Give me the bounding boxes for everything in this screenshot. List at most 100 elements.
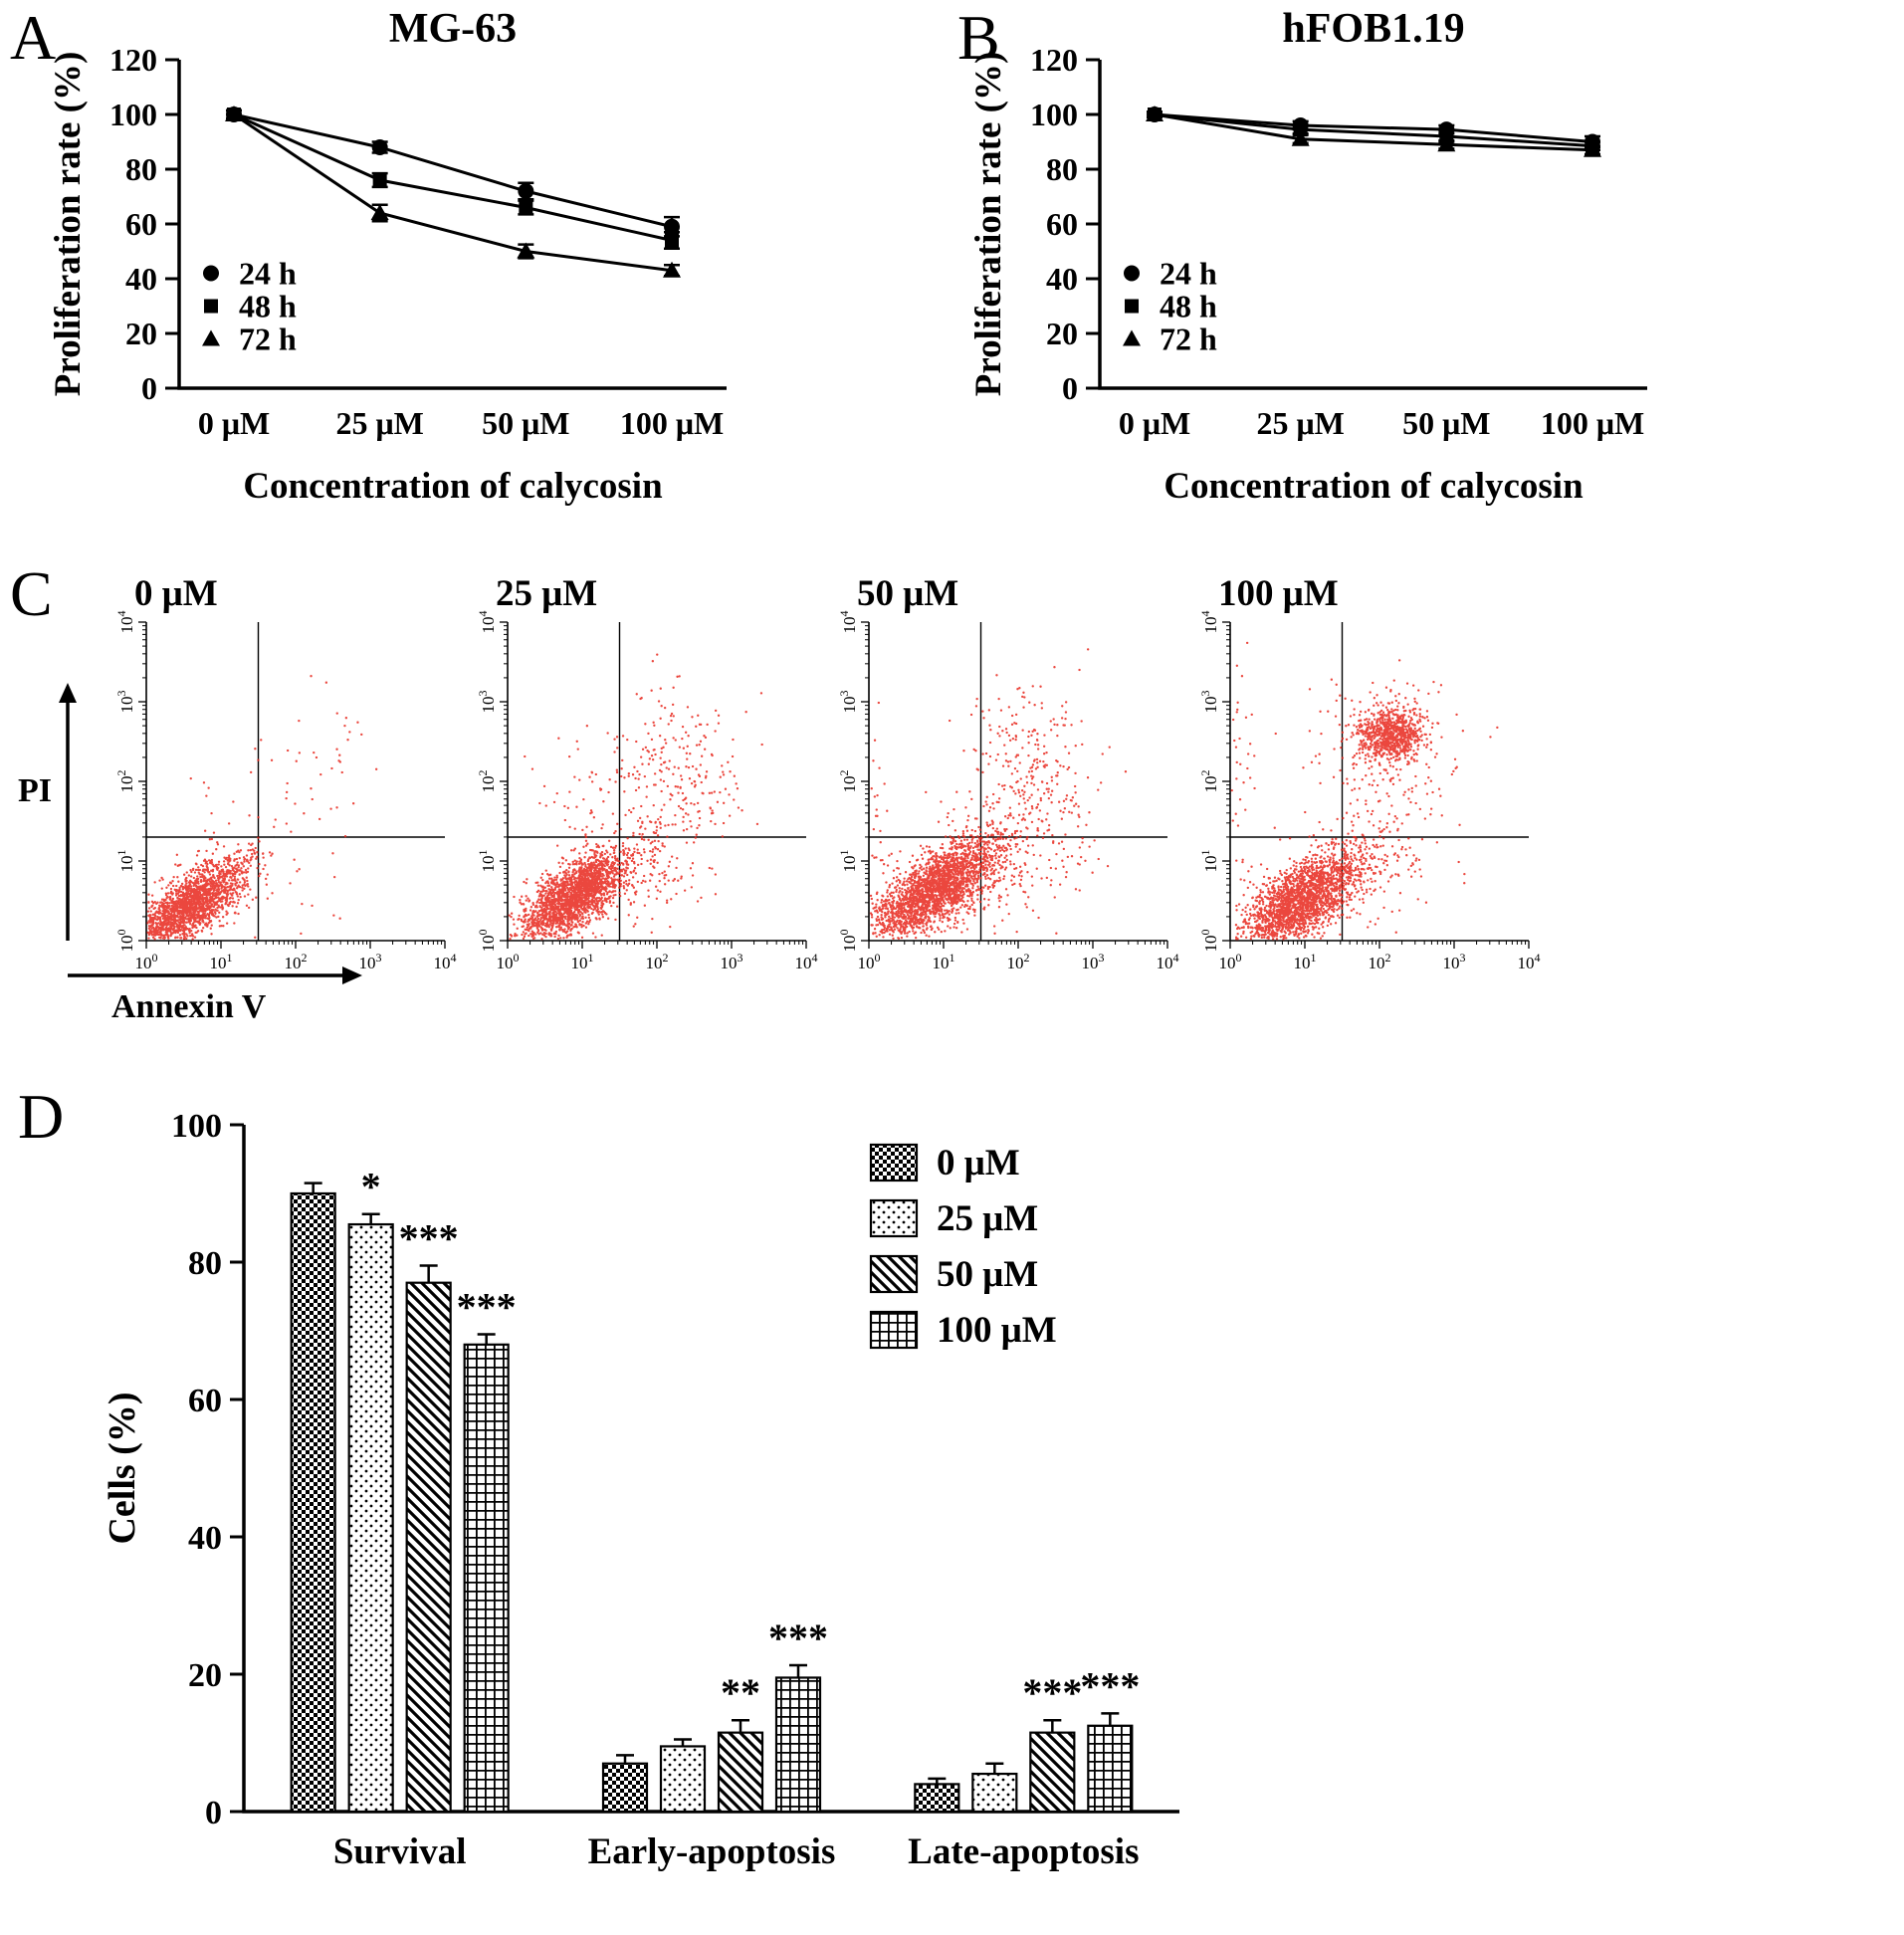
flow-title-25um: 25 μM: [496, 573, 598, 614]
svg-text:40: 40: [125, 261, 157, 297]
svg-text:104: 104: [1198, 611, 1220, 634]
svg-text:20: 20: [188, 1657, 222, 1694]
svg-text:104: 104: [1157, 951, 1179, 972]
svg-text:104: 104: [434, 951, 457, 972]
svg-text:50 μM: 50 μM: [482, 405, 569, 441]
svg-text:80: 80: [1046, 151, 1078, 187]
svg-text:25 μM: 25 μM: [937, 1198, 1038, 1239]
svg-text:103: 103: [114, 691, 136, 714]
svg-text:100: 100: [135, 951, 158, 972]
svg-text:103: 103: [1443, 951, 1466, 972]
svg-text:104: 104: [837, 611, 859, 634]
svg-text:80: 80: [125, 151, 157, 187]
svg-text:104: 104: [795, 951, 818, 972]
svg-text:*: *: [361, 1165, 381, 1209]
svg-text:104: 104: [114, 611, 136, 634]
mg63-proliferation-line-chart: 0 20 40 60 80 100 120 0 μM 25 μM 50 μM 100 μM Conce…: [48, 6, 727, 507]
svg-text:***: ***: [1022, 1670, 1082, 1715]
svg-text:0: 0: [141, 370, 157, 406]
svg-text:102: 102: [1007, 951, 1030, 972]
panel-b-label: B: [957, 2, 1000, 73]
svg-text:104: 104: [1518, 951, 1541, 972]
svg-text:101: 101: [571, 951, 594, 972]
svg-text:80: 80: [188, 1245, 222, 1282]
svg-text:103: 103: [837, 691, 859, 714]
svg-text:Concentration of calycosin: Concentration of calycosin: [243, 466, 663, 507]
svg-text:100: 100: [1198, 930, 1220, 953]
svg-text:102: 102: [285, 951, 308, 972]
svg-text:100: 100: [171, 1108, 222, 1145]
svg-text:***: ***: [399, 1215, 459, 1260]
svg-text:103: 103: [721, 951, 743, 972]
svg-text:0: 0: [205, 1795, 222, 1831]
apoptosis-bar-chart: 0 20 40 60 80 100 Cells (%) Survival Early-apopt…: [102, 1108, 1179, 1872]
flow-title-50um: 50 μM: [857, 573, 959, 614]
svg-text:100: 100: [837, 930, 859, 953]
svg-text:101: 101: [837, 850, 859, 873]
svg-text:Late-apoptosis: Late-apoptosis: [908, 1831, 1139, 1872]
svg-text:101: 101: [933, 951, 955, 972]
svg-text:hFOB1.19: hFOB1.19: [1282, 6, 1464, 52]
svg-text:0 μM: 0 μM: [198, 405, 270, 441]
svg-text:72 h: 72 h: [1160, 322, 1217, 357]
svg-text:Cells (%): Cells (%): [102, 1392, 143, 1544]
svg-text:104: 104: [476, 611, 498, 634]
flow-axes-arrows: [59, 683, 362, 984]
svg-text:120: 120: [109, 42, 157, 78]
svg-text:Concentration of calycosin: Concentration of calycosin: [1164, 466, 1584, 507]
flow-title-0um: 0 μM: [134, 573, 218, 614]
svg-text:0: 0: [1062, 370, 1078, 406]
svg-text:0 μM: 0 μM: [1119, 405, 1190, 441]
svg-text:102: 102: [476, 770, 498, 793]
svg-text:50 μM: 50 μM: [1402, 405, 1490, 441]
svg-text:100: 100: [497, 951, 520, 972]
flow-xlabel-annexin: Annexin V: [111, 988, 267, 1025]
svg-text:MG-63: MG-63: [389, 6, 517, 52]
svg-text:20: 20: [125, 316, 157, 351]
svg-text:20: 20: [1046, 316, 1078, 351]
svg-text:120: 120: [1030, 42, 1078, 78]
svg-text:25 μM: 25 μM: [335, 405, 423, 441]
svg-text:102: 102: [114, 770, 136, 793]
svg-text:***: ***: [1080, 1663, 1140, 1708]
panel-d-label: D: [18, 1081, 65, 1152]
svg-text:100: 100: [1030, 97, 1078, 132]
panel-c-label: C: [10, 558, 53, 629]
svg-text:Proliferation rate (%): Proliferation rate (%): [48, 52, 89, 397]
svg-text:50 μM: 50 μM: [937, 1254, 1038, 1295]
svg-text:0 μM: 0 μM: [937, 1143, 1020, 1183]
svg-text:100 μM: 100 μM: [1541, 405, 1644, 441]
svg-text:101: 101: [476, 850, 498, 873]
svg-text:Proliferation rate (%): Proliferation rate (%): [968, 52, 1009, 397]
svg-text:101: 101: [1294, 951, 1317, 972]
svg-text:100 μM: 100 μM: [937, 1310, 1057, 1351]
flow-ylabel-pi: PI: [18, 772, 52, 809]
svg-text:***: ***: [768, 1615, 828, 1660]
svg-text:**: **: [721, 1670, 760, 1715]
svg-text:60: 60: [1046, 206, 1078, 242]
svg-text:24 h: 24 h: [1160, 256, 1217, 292]
svg-text:40: 40: [1046, 261, 1078, 297]
svg-text:101: 101: [210, 951, 233, 972]
svg-text:24 h: 24 h: [239, 256, 297, 292]
svg-text:48 h: 48 h: [239, 289, 297, 324]
svg-text:60: 60: [125, 206, 157, 242]
svg-text:103: 103: [359, 951, 382, 972]
svg-text:103: 103: [476, 691, 498, 714]
svg-text:48 h: 48 h: [1160, 289, 1217, 324]
svg-text:102: 102: [1369, 951, 1391, 972]
svg-text:103: 103: [1198, 691, 1220, 714]
svg-text:102: 102: [837, 770, 859, 793]
svg-text:102: 102: [646, 951, 669, 972]
svg-text:40: 40: [188, 1520, 222, 1557]
svg-text:Early-apoptosis: Early-apoptosis: [588, 1831, 836, 1872]
svg-text:25 μM: 25 μM: [1256, 405, 1344, 441]
panel-a-label: A: [10, 2, 57, 73]
svg-text:100: 100: [476, 930, 498, 953]
svg-text:72 h: 72 h: [239, 322, 297, 357]
svg-text:100: 100: [109, 97, 157, 132]
